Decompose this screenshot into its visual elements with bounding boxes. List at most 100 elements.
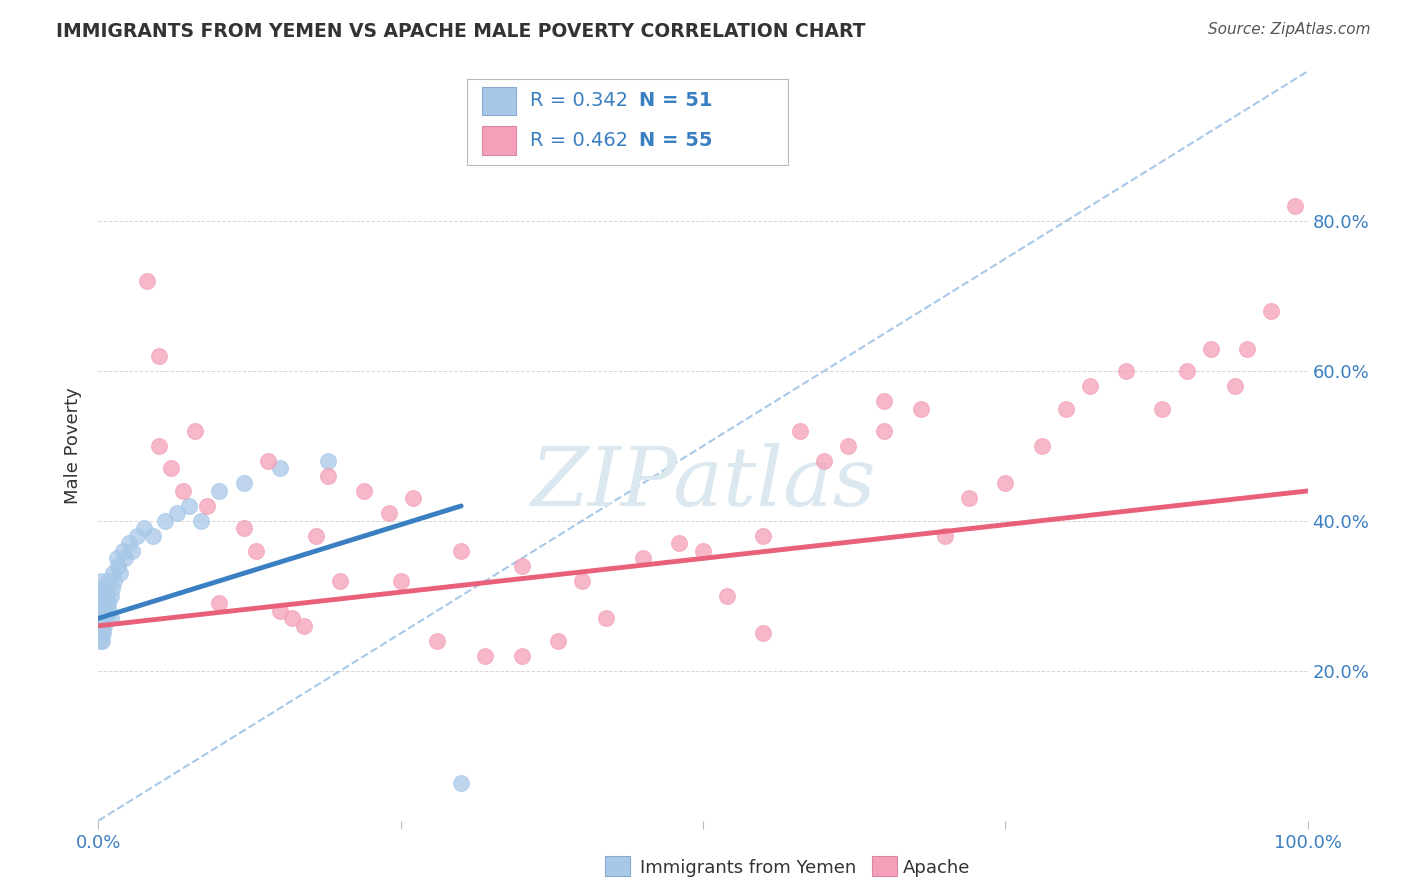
- Point: [111, 544, 134, 558]
- Point: [256, 454, 278, 468]
- Text: N = 55: N = 55: [638, 131, 713, 150]
- Point: [89, 633, 111, 648]
- Point: [97, 574, 120, 588]
- Point: [121, 544, 143, 558]
- Point: [1260, 304, 1282, 318]
- Point: [134, 521, 156, 535]
- Text: ZIPatlas: ZIPatlas: [530, 443, 876, 524]
- Y-axis label: Male Poverty: Male Poverty: [65, 388, 83, 504]
- Point: [1031, 439, 1053, 453]
- Point: [752, 626, 775, 640]
- Point: [1175, 364, 1198, 378]
- Point: [232, 521, 254, 535]
- Text: Source: ZipAtlas.com: Source: ZipAtlas.com: [1208, 22, 1371, 37]
- Point: [91, 604, 114, 618]
- Point: [994, 476, 1017, 491]
- Text: R = 0.342: R = 0.342: [530, 91, 628, 111]
- Point: [90, 619, 112, 633]
- Point: [105, 551, 128, 566]
- Point: [90, 626, 112, 640]
- Point: [450, 544, 472, 558]
- Point: [89, 582, 111, 596]
- Point: [281, 611, 304, 625]
- Text: N = 51: N = 51: [638, 91, 713, 111]
- Point: [127, 529, 149, 543]
- Point: [1236, 342, 1258, 356]
- Point: [114, 551, 136, 566]
- Point: [91, 582, 114, 596]
- Point: [402, 491, 425, 506]
- Point: [269, 461, 291, 475]
- Point: [692, 544, 714, 558]
- Point: [957, 491, 980, 506]
- Point: [98, 604, 121, 618]
- Point: [595, 611, 617, 625]
- Point: [103, 574, 125, 588]
- Point: [135, 274, 157, 288]
- Point: [90, 604, 112, 618]
- Point: [1054, 401, 1077, 416]
- Point: [934, 529, 956, 543]
- Point: [716, 589, 738, 603]
- Point: [101, 566, 124, 581]
- Point: [232, 476, 254, 491]
- Point: [93, 619, 115, 633]
- Point: [91, 589, 114, 603]
- Point: [329, 574, 352, 588]
- Point: [474, 648, 496, 663]
- Text: IMMIGRANTS FROM YEMEN VS APACHE MALE POVERTY CORRELATION CHART: IMMIGRANTS FROM YEMEN VS APACHE MALE POV…: [56, 22, 866, 41]
- Point: [316, 469, 339, 483]
- Point: [377, 507, 399, 521]
- Point: [1078, 379, 1101, 393]
- Point: [547, 633, 569, 648]
- Point: [873, 424, 896, 438]
- Point: [108, 566, 131, 581]
- Point: [389, 574, 412, 588]
- Point: [245, 544, 267, 558]
- Point: [873, 394, 896, 409]
- Point: [96, 611, 118, 625]
- Text: Immigrants from Yemen: Immigrants from Yemen: [640, 859, 856, 877]
- Point: [1284, 199, 1306, 213]
- Point: [571, 574, 593, 588]
- Point: [89, 596, 111, 610]
- Point: [353, 483, 375, 498]
- Point: [195, 499, 218, 513]
- Point: [100, 582, 122, 596]
- Point: [93, 596, 115, 610]
- Point: [269, 604, 291, 618]
- Point: [837, 439, 859, 453]
- Point: [118, 536, 141, 550]
- Point: [789, 424, 811, 438]
- Point: [426, 633, 449, 648]
- Point: [668, 536, 690, 550]
- Point: [208, 596, 231, 610]
- Point: [94, 604, 117, 618]
- Point: [142, 529, 165, 543]
- Point: [184, 424, 207, 438]
- Point: [172, 483, 194, 498]
- Point: [148, 439, 170, 453]
- Point: [93, 611, 115, 625]
- Bar: [482, 126, 516, 154]
- Point: [100, 611, 122, 625]
- Point: [1199, 342, 1222, 356]
- Point: [91, 611, 114, 625]
- Point: [1223, 379, 1246, 393]
- Point: [91, 619, 114, 633]
- FancyBboxPatch shape: [467, 78, 787, 165]
- Point: [97, 596, 120, 610]
- Bar: [482, 87, 516, 115]
- Point: [90, 589, 112, 603]
- Point: [91, 633, 114, 648]
- Point: [813, 454, 835, 468]
- Point: [305, 529, 328, 543]
- Point: [153, 514, 176, 528]
- Point: [190, 514, 212, 528]
- Text: R = 0.462: R = 0.462: [530, 131, 628, 150]
- Point: [148, 349, 170, 363]
- Point: [510, 558, 533, 573]
- Point: [91, 626, 114, 640]
- Point: [450, 776, 472, 790]
- Point: [1152, 401, 1174, 416]
